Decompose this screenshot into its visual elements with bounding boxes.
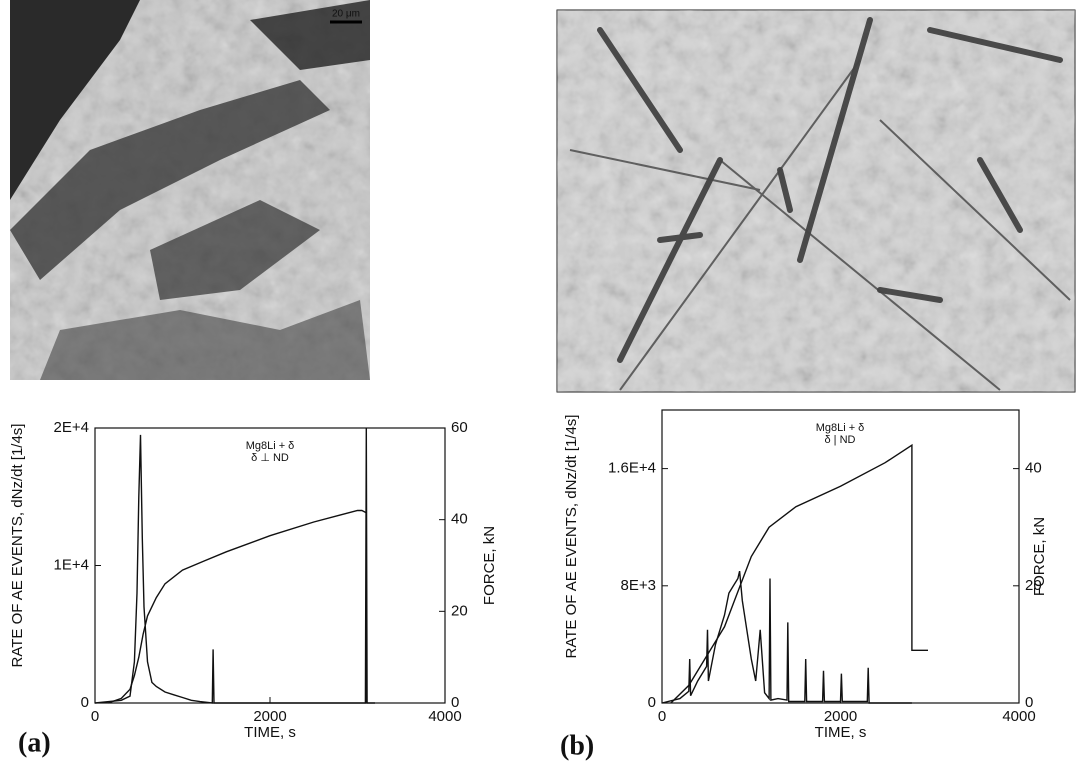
y-tick-label: 8E+3 bbox=[621, 577, 656, 594]
y-axis-label: RATE OF AE EVENTS, dNz/dt [1/4s] bbox=[9, 424, 26, 668]
x-tick-label: 0 bbox=[91, 708, 99, 725]
x-tick-label: 0 bbox=[658, 708, 666, 725]
y2-axis-label: FORCE, kN bbox=[481, 526, 498, 605]
y2-tick-label: 40 bbox=[451, 511, 468, 528]
scale-bar-label: 20 μm bbox=[332, 9, 360, 20]
y2-axis-label: FORCE, kN bbox=[1031, 517, 1048, 596]
y2-tick-label: 20 bbox=[1025, 577, 1042, 594]
annotation: Mg8Li + δ bbox=[816, 422, 865, 434]
plot-frame bbox=[661, 409, 1020, 704]
y2-tick-label: 0 bbox=[451, 694, 459, 711]
x-axis-label: TIME, s bbox=[244, 724, 296, 741]
x-tick-label: 4000 bbox=[1002, 708, 1035, 725]
annotation: δ ⊥ ND bbox=[251, 452, 289, 464]
y2-tick-label: 20 bbox=[451, 602, 468, 619]
data-line bbox=[661, 570, 912, 704]
micrograph-b bbox=[556, 9, 1076, 393]
y-tick-label: 1.6E+4 bbox=[608, 460, 656, 477]
x-axis-label: TIME, s bbox=[815, 724, 867, 741]
y2-tick-label: 40 bbox=[1025, 460, 1042, 477]
y-tick-label: 2E+4 bbox=[54, 419, 89, 436]
micrograph-a: 20 μm bbox=[10, 0, 370, 380]
data-line bbox=[670, 443, 928, 704]
y-tick-label: 0 bbox=[648, 694, 656, 711]
y2-tick-label: 0 bbox=[1025, 694, 1033, 711]
panel-label: (a) bbox=[18, 727, 51, 758]
x-tick-label: 2000 bbox=[824, 708, 857, 725]
panel-label: (b) bbox=[560, 730, 594, 761]
y-tick-label: 0 bbox=[81, 694, 89, 711]
annotation: Mg8Li + δ bbox=[246, 440, 295, 452]
y-tick-label: 1E+4 bbox=[54, 556, 89, 573]
y2-tick-label: 60 bbox=[451, 419, 468, 436]
data-line bbox=[107, 509, 367, 704]
data-line bbox=[94, 427, 375, 704]
x-tick-label: 2000 bbox=[253, 708, 286, 725]
x-tick-label: 4000 bbox=[428, 708, 461, 725]
annotation: δ | ND bbox=[825, 434, 856, 446]
y-axis-label: RATE OF AE EVENTS, dNz/dt [1/4s] bbox=[563, 415, 580, 659]
